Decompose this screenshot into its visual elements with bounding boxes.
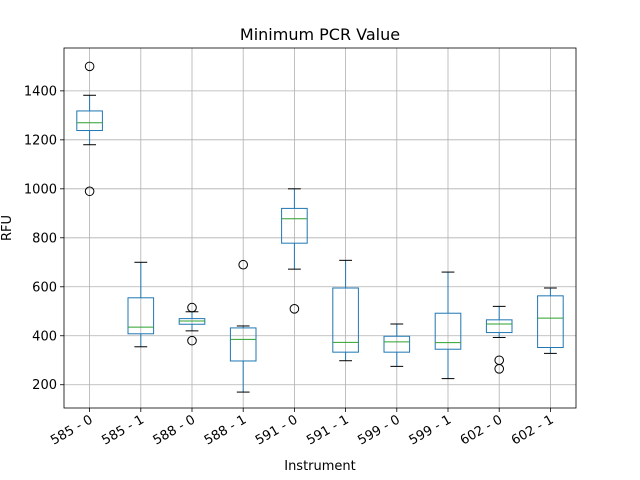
box-591-0 bbox=[281, 188, 308, 314]
y-tick-label: 800 bbox=[32, 231, 57, 246]
box-585-1 bbox=[127, 261, 155, 348]
chart-title: Minimum PCR Value bbox=[240, 25, 400, 44]
outlier-point bbox=[187, 302, 197, 313]
outlier-point bbox=[187, 335, 197, 346]
box-body bbox=[383, 335, 411, 353]
y-tick-label: 1000 bbox=[24, 182, 57, 197]
box-body bbox=[229, 327, 257, 362]
box-591-1 bbox=[332, 259, 359, 362]
box-body bbox=[537, 295, 564, 349]
outlier-point bbox=[84, 61, 95, 72]
box-body-group bbox=[127, 297, 155, 335]
x-axis-label: Instrument bbox=[284, 459, 356, 474]
box-602-1 bbox=[537, 287, 564, 354]
box-body-group bbox=[537, 295, 564, 349]
box-585-0 bbox=[76, 61, 103, 197]
y-tick-label: 600 bbox=[32, 280, 57, 295]
outlier-point bbox=[84, 186, 95, 197]
box-body bbox=[485, 319, 513, 334]
box-body bbox=[332, 287, 359, 353]
box-body-group bbox=[485, 319, 513, 334]
y-tick-label: 200 bbox=[32, 378, 57, 393]
box-body-group bbox=[76, 110, 103, 132]
box-602-0 bbox=[485, 305, 513, 374]
box-body-group bbox=[383, 335, 411, 353]
box-body bbox=[281, 207, 308, 244]
boxes bbox=[76, 61, 564, 393]
y-tick-label: 1200 bbox=[24, 133, 57, 148]
y-tick-label: 1400 bbox=[24, 84, 57, 99]
box-body bbox=[76, 110, 103, 132]
box-599-0 bbox=[383, 323, 411, 367]
outlier-point bbox=[289, 304, 300, 314]
outlier-point bbox=[494, 364, 505, 374]
box-588-0 bbox=[178, 302, 206, 346]
plot-area-border bbox=[63, 47, 577, 409]
box-body-group bbox=[434, 312, 462, 350]
outlier-point bbox=[238, 259, 248, 270]
y-axis-label: RFU bbox=[0, 215, 15, 241]
box-body-group bbox=[281, 207, 308, 244]
box-body bbox=[127, 297, 155, 335]
box-body-group bbox=[332, 287, 359, 353]
y-tick-label: 400 bbox=[32, 329, 57, 344]
box-body bbox=[434, 312, 462, 350]
box-body-group bbox=[229, 327, 257, 362]
box-588-1 bbox=[229, 259, 257, 393]
box-599-1 bbox=[434, 271, 462, 380]
